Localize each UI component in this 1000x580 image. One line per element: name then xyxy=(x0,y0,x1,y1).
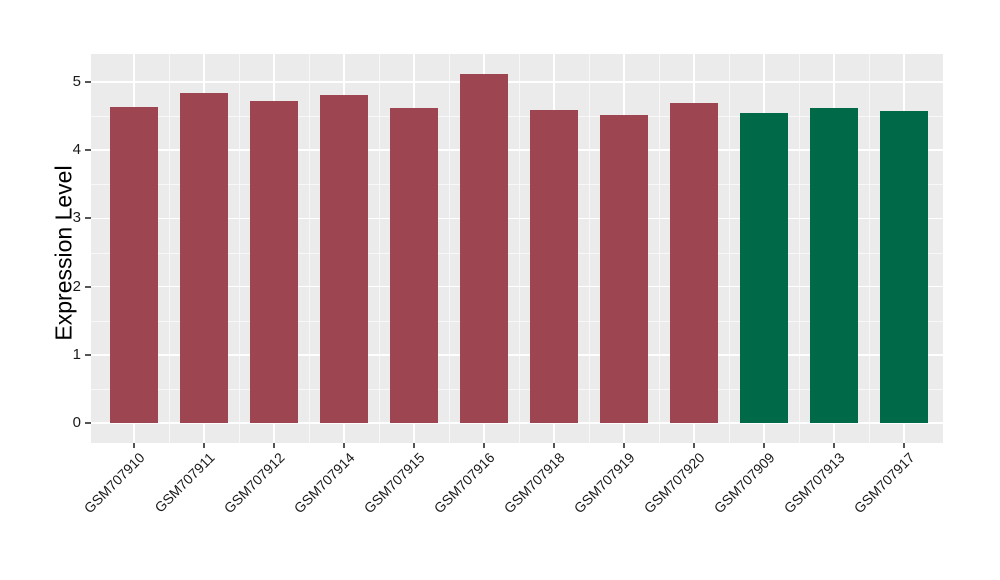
bar-gsm707910 xyxy=(110,107,158,423)
x-tick-mark xyxy=(413,443,415,448)
bar-gsm707920 xyxy=(670,103,718,423)
bar-gsm707918 xyxy=(530,109,578,423)
y-tick-mark xyxy=(85,285,91,288)
gridline-h-minor xyxy=(91,252,943,254)
gridline-h-minor xyxy=(91,388,943,390)
gridline-h-major xyxy=(91,422,943,424)
gridline-v-minor xyxy=(379,54,380,443)
gridline-v-minor xyxy=(869,54,870,443)
gridline-h-major xyxy=(91,354,943,356)
gridline-v-minor xyxy=(799,54,800,443)
gridline-v-minor xyxy=(449,54,450,443)
bar-gsm707913 xyxy=(810,107,858,423)
gridline-v-minor xyxy=(309,54,310,443)
x-tick-mark xyxy=(133,443,135,448)
y-tick-label: 1 xyxy=(72,345,81,363)
y-axis-title: Expression Level xyxy=(50,165,77,341)
gridline-h-minor xyxy=(91,184,943,186)
x-tick-mark xyxy=(693,443,695,448)
gridline-v-minor xyxy=(729,54,730,443)
x-tick-mark xyxy=(833,443,835,448)
y-tick-label: 2 xyxy=(72,277,81,295)
gridline-v-minor xyxy=(239,54,240,443)
x-tick-mark xyxy=(343,443,345,448)
y-tick-label: 5 xyxy=(72,73,81,90)
x-tick-mark xyxy=(903,443,905,448)
bar-gsm707917 xyxy=(880,110,928,423)
gridline-h-major xyxy=(91,217,943,220)
y-tick-mark xyxy=(85,81,91,83)
x-tick-mark xyxy=(273,443,275,448)
gridline-v-minor xyxy=(169,54,170,443)
gridline-h-major xyxy=(91,81,943,83)
y-tick-mark xyxy=(85,149,91,152)
gridline-h-major xyxy=(91,149,943,151)
y-tick-mark xyxy=(85,353,91,356)
y-tick-mark xyxy=(85,217,91,220)
gridline-v-minor xyxy=(589,54,590,443)
bar-gsm707916 xyxy=(460,73,508,423)
bar-gsm707919 xyxy=(600,114,648,423)
bar-gsm707909 xyxy=(740,112,788,423)
gridline-h-minor xyxy=(91,116,943,118)
bar-gsm707912 xyxy=(250,101,298,423)
gridline-v-minor xyxy=(659,54,660,443)
x-tick-mark xyxy=(203,443,205,448)
bar-gsm707915 xyxy=(390,107,438,423)
y-tick-mark xyxy=(85,422,91,424)
y-tick-label: 0 xyxy=(72,414,81,431)
bar-gsm707911 xyxy=(180,92,228,423)
gridline-h-minor xyxy=(91,320,943,322)
y-tick-label: 3 xyxy=(72,209,81,227)
plot-panel xyxy=(91,54,943,443)
bar-gsm707914 xyxy=(320,94,368,423)
x-tick-mark xyxy=(763,443,765,448)
gridline-v-minor xyxy=(519,54,520,443)
gridline-h-major xyxy=(91,285,943,288)
x-tick-mark xyxy=(623,443,625,448)
x-tick-mark xyxy=(553,443,555,448)
x-tick-mark xyxy=(483,443,485,448)
y-tick-label: 4 xyxy=(72,141,81,159)
